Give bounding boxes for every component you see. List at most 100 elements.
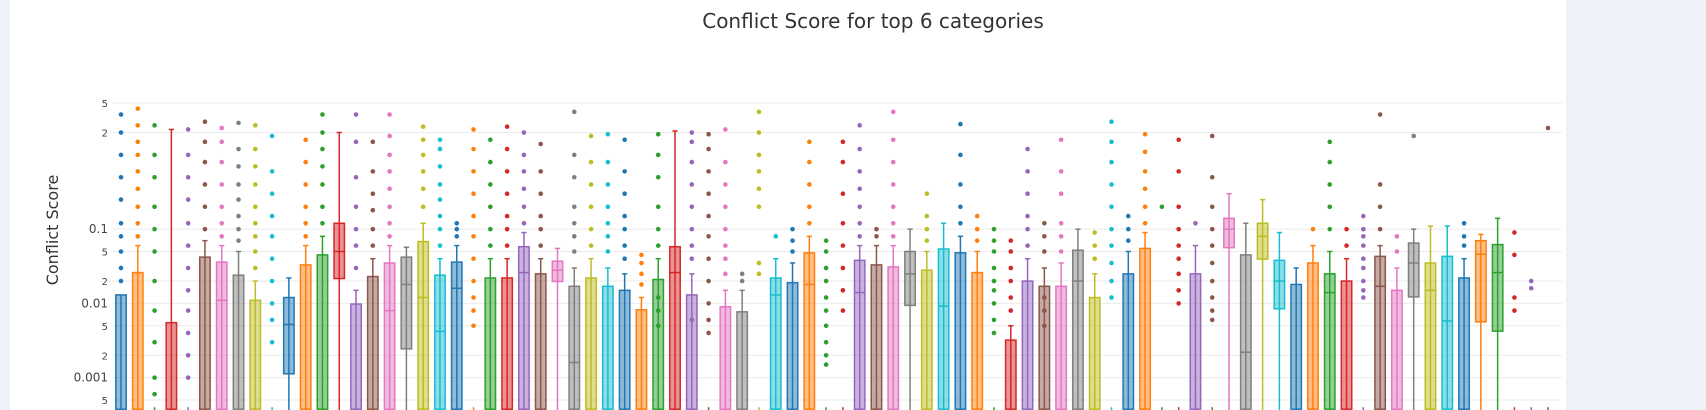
box-59[interactable] [1088, 230, 1101, 410]
box-56[interactable] [1038, 220, 1051, 410]
box-38[interactable] [736, 271, 749, 410]
outlier-point [924, 238, 930, 243]
box-11[interactable] [282, 277, 295, 410]
box-40[interactable] [769, 234, 782, 410]
box-61[interactable] [1122, 213, 1135, 410]
box-37[interactable] [719, 127, 732, 410]
box-82[interactable] [1474, 233, 1487, 410]
box-6[interactable] [198, 119, 211, 410]
box-28[interactable] [568, 109, 581, 410]
box-39[interactable] [756, 109, 762, 410]
box-79[interactable] [1424, 225, 1437, 410]
box-78[interactable] [1407, 133, 1420, 410]
box-25[interactable] [517, 130, 530, 410]
box-10[interactable] [269, 133, 275, 410]
box-29[interactable] [585, 133, 598, 410]
box-47[interactable] [887, 109, 900, 410]
box-57[interactable] [1055, 137, 1068, 410]
box-32[interactable] [635, 252, 648, 410]
box-15[interactable] [350, 112, 362, 410]
box-84[interactable] [1512, 230, 1517, 410]
box-27[interactable] [551, 247, 564, 410]
box-76[interactable] [1374, 112, 1387, 410]
box-70[interactable] [1273, 231, 1286, 410]
box-36[interactable] [706, 131, 711, 410]
box-83[interactable] [1491, 217, 1504, 410]
box-72[interactable] [1307, 226, 1319, 410]
outlier-point [152, 375, 157, 380]
box-81[interactable] [1458, 220, 1471, 410]
box-52[interactable] [971, 213, 984, 410]
box-68[interactable] [1239, 222, 1252, 410]
box-65[interactable] [1189, 220, 1202, 410]
box-64[interactable] [1176, 137, 1181, 410]
outlier-point [857, 234, 862, 239]
box-23[interactable] [484, 137, 497, 410]
box-21[interactable] [450, 220, 463, 410]
box-66[interactable] [1209, 133, 1215, 410]
box-60[interactable] [1109, 119, 1114, 410]
box-8[interactable] [232, 120, 245, 410]
box-77[interactable] [1390, 234, 1403, 410]
box-3[interactable] [152, 123, 157, 410]
box-55[interactable] [1021, 146, 1034, 410]
box-62[interactable] [1139, 131, 1152, 410]
box-33[interactable] [652, 131, 665, 410]
box-17[interactable] [383, 112, 396, 410]
outlier-point [991, 301, 997, 306]
box-74[interactable] [1340, 226, 1353, 410]
box-80[interactable] [1441, 225, 1454, 410]
box-45[interactable] [853, 123, 866, 410]
box-54[interactable] [1004, 238, 1017, 410]
box-73[interactable] [1323, 139, 1336, 410]
box-5[interactable] [185, 127, 191, 410]
box-53[interactable] [991, 226, 997, 410]
outlier-point [437, 197, 443, 202]
box-48[interactable] [904, 228, 917, 410]
box-49[interactable] [920, 191, 933, 410]
outlier-point [689, 159, 695, 165]
box-31[interactable] [618, 137, 631, 410]
outlier-point [689, 317, 695, 323]
outlier-point [588, 204, 594, 210]
box-69[interactable] [1256, 198, 1269, 410]
box-7[interactable] [215, 125, 228, 410]
box-41[interactable] [786, 226, 799, 410]
box-67[interactable] [1223, 192, 1235, 410]
box-16[interactable] [366, 139, 379, 410]
box-1[interactable] [115, 112, 127, 410]
box-43[interactable] [823, 238, 829, 410]
box-19[interactable] [417, 124, 430, 410]
box-71[interactable] [1290, 267, 1303, 410]
box-18[interactable] [400, 246, 413, 410]
outlier-point [1008, 238, 1014, 243]
box-75[interactable] [1361, 213, 1366, 410]
box-46[interactable] [870, 226, 883, 410]
outlier-point [1025, 213, 1030, 219]
box-4[interactable] [165, 128, 178, 410]
outlier-point [521, 220, 527, 226]
box-20[interactable] [434, 137, 446, 410]
box-58[interactable] [1071, 228, 1084, 410]
box-26[interactable] [534, 141, 547, 410]
box-50[interactable] [937, 222, 950, 410]
box-34[interactable] [669, 130, 681, 410]
box-35[interactable] [685, 130, 698, 410]
box-2[interactable] [131, 106, 144, 410]
outlier-point [152, 278, 157, 284]
box-51[interactable] [954, 121, 967, 410]
box-body [853, 259, 866, 410]
outlier-point [1461, 220, 1467, 226]
y-tick-label: 5 [102, 99, 108, 110]
box-44[interactable] [840, 139, 846, 410]
box-42[interactable] [803, 139, 816, 410]
box-14[interactable] [333, 131, 346, 410]
box-24[interactable] [501, 124, 514, 410]
box-30[interactable] [601, 131, 614, 410]
outlier-point [639, 271, 644, 277]
box-13[interactable] [316, 112, 329, 410]
box-9[interactable] [249, 123, 262, 410]
outlier-point [655, 131, 661, 137]
box-12[interactable] [299, 137, 312, 410]
